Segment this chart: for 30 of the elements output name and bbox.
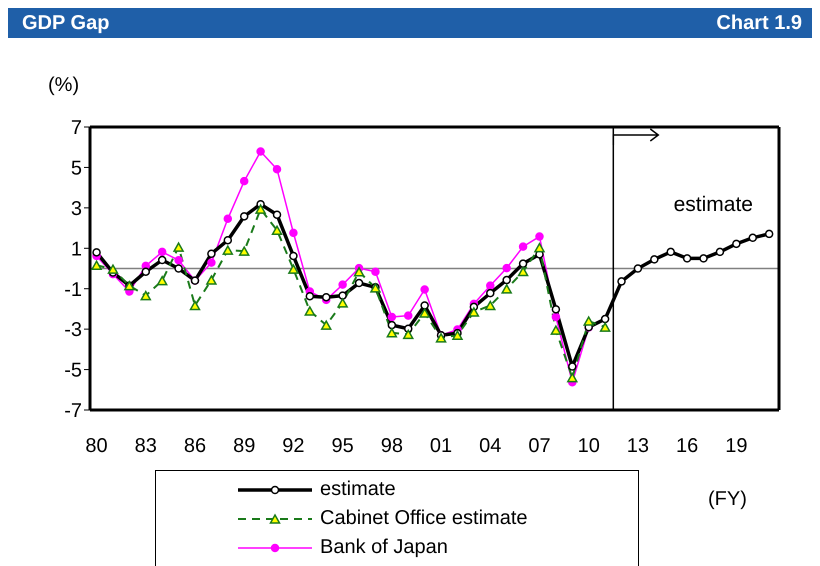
- y-tick-label: -3: [64, 319, 82, 342]
- text: (FY): [708, 488, 747, 511]
- x-tick-label: 07: [528, 435, 551, 458]
- x-tick-label: 89: [233, 435, 256, 458]
- chart-title: GDP Gap: [22, 12, 110, 34]
- y-tick-label: 3: [70, 198, 82, 220]
- legend-label: Bank of Japan: [320, 536, 448, 559]
- caption: Chart 1.9: [716, 12, 802, 34]
- x-tick-label: 04: [479, 435, 502, 458]
- y-tick-label: 7: [70, 117, 82, 140]
- x-tick-label: 83: [134, 435, 157, 458]
- x-tick-label: 80: [85, 435, 108, 458]
- x-tick-label: 13: [626, 435, 650, 458]
- y-axis-title: (%): [48, 74, 80, 97]
- x-tick-label: 16: [676, 435, 698, 458]
- x-tick-label: 95: [332, 435, 354, 458]
- y-tick-label: -7: [64, 400, 82, 422]
- legend-label: estimate: [320, 478, 396, 501]
- x-tick-label: 92: [282, 435, 305, 458]
- y-tick-label: 5: [70, 158, 82, 180]
- y-tick-label: -1: [64, 278, 82, 301]
- x-tick-label: 19: [725, 435, 748, 458]
- x-tick-label: 98: [380, 435, 403, 458]
- x-tick-label: 01: [430, 435, 452, 458]
- y-tick-label: 1: [70, 238, 82, 260]
- x-tick-label: 10: [578, 435, 600, 458]
- x-tick-label: 86: [184, 435, 206, 458]
- ref-line-label: estimate: [674, 193, 753, 216]
- legend-label: Cabinet Office estimate: [320, 507, 528, 530]
- y-tick-label: -5: [64, 360, 82, 382]
